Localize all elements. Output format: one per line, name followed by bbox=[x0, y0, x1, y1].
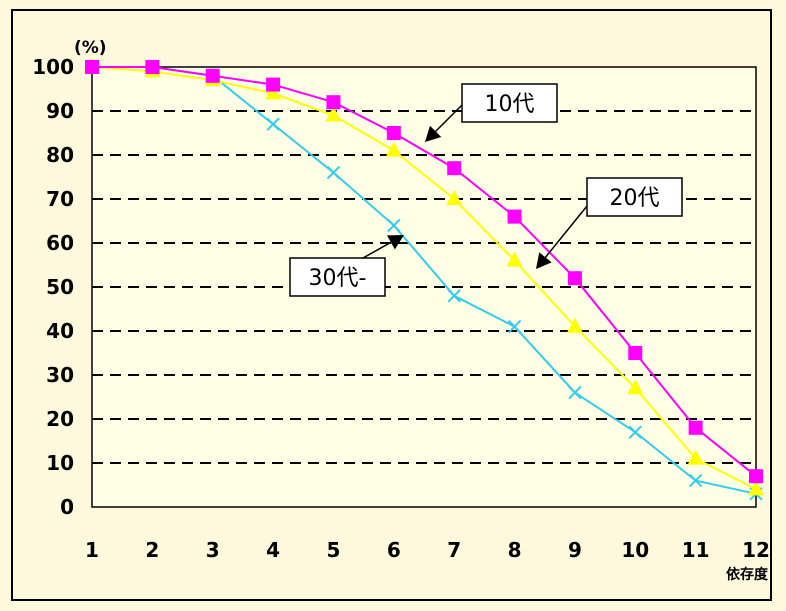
x-tick-label: 5 bbox=[326, 538, 340, 562]
x-tick-label: 2 bbox=[145, 538, 159, 562]
series-1 bbox=[85, 60, 763, 484]
chart-frame: 0 10 20 30 40 50 60 70 80 90 100 1 2 3 4 5 6 7 8 9 10 11 12 (… bbox=[11, 9, 772, 601]
callout-2: 20代 bbox=[536, 177, 683, 269]
callout-3: 30代- bbox=[289, 235, 404, 297]
y-axis-ticks: 0 10 20 30 40 50 60 70 80 90 100 bbox=[32, 55, 74, 519]
data-point-x bbox=[507, 319, 522, 334]
y-tick-label: 40 bbox=[46, 319, 74, 343]
callout-box bbox=[461, 83, 558, 123]
y-tick-label: 90 bbox=[46, 99, 74, 123]
x-tick-label: 8 bbox=[508, 538, 522, 562]
grid-lines bbox=[92, 110, 756, 464]
x-axis-label: 依存度 bbox=[726, 566, 769, 583]
data-point-triangle bbox=[325, 106, 342, 122]
data-point-square bbox=[688, 420, 703, 435]
data-point-square bbox=[145, 60, 160, 74]
y-tick-label: 0 bbox=[60, 495, 74, 519]
callout-layer: 10代 20代 30代- bbox=[289, 83, 683, 297]
data-point-square bbox=[749, 469, 763, 484]
series-line bbox=[92, 66, 757, 477]
y-tick-label: 80 bbox=[46, 143, 74, 167]
data-point-triangle bbox=[748, 480, 764, 496]
y-tick-label: 50 bbox=[46, 275, 74, 299]
data-point-x bbox=[568, 385, 582, 400]
callout-arrowhead bbox=[425, 125, 442, 142]
y-tick-label: 20 bbox=[46, 407, 74, 431]
data-point-triangle bbox=[385, 141, 402, 157]
data-point-triangle bbox=[265, 84, 282, 100]
data-point-square bbox=[266, 77, 281, 92]
x-tick-label: 9 bbox=[568, 538, 582, 562]
x-tick-label: 3 bbox=[206, 538, 220, 562]
data-point-x bbox=[387, 218, 401, 233]
series-layer bbox=[84, 58, 764, 501]
series-label: 20代 bbox=[610, 186, 660, 211]
data-point-x bbox=[628, 425, 642, 439]
y-tick-label: 100 bbox=[32, 55, 74, 79]
data-point-square bbox=[85, 60, 99, 74]
y-tick-label: 70 bbox=[46, 187, 74, 211]
y-tick-label: 30 bbox=[46, 363, 74, 387]
data-point-triangle bbox=[446, 190, 463, 205]
x-axis-ticks: 1 2 3 4 5 6 7 8 9 10 11 12 bbox=[85, 538, 770, 562]
data-point-triangle bbox=[687, 449, 704, 465]
data-point-x bbox=[447, 289, 461, 303]
y-axis-unit: (%) bbox=[74, 38, 107, 58]
callout-1: 10代 bbox=[425, 83, 558, 142]
series-label: 10代 bbox=[485, 92, 535, 117]
data-point-square bbox=[447, 161, 462, 176]
data-point-x bbox=[688, 473, 703, 488]
data-point-square bbox=[205, 68, 220, 83]
callout-arrowhead bbox=[536, 252, 552, 269]
x-tick-label: 4 bbox=[266, 538, 280, 562]
series-line bbox=[91, 66, 757, 491]
series-label: 30代- bbox=[309, 266, 367, 291]
data-point-triangle bbox=[627, 379, 644, 395]
x-tick-label: 11 bbox=[682, 538, 710, 562]
callout-box bbox=[289, 257, 386, 297]
data-point-square bbox=[386, 126, 401, 140]
data-point-x bbox=[326, 165, 341, 180]
callout-arrow-line bbox=[435, 104, 463, 132]
x-tick-label: 10 bbox=[621, 538, 649, 562]
data-point-x bbox=[266, 117, 280, 131]
callout-arrowhead bbox=[387, 235, 404, 250]
callout-box bbox=[586, 177, 683, 217]
data-point-square bbox=[567, 271, 582, 286]
x-tick-label: 6 bbox=[387, 538, 401, 562]
data-point-square bbox=[507, 209, 522, 224]
x-tick-label: 1 bbox=[85, 538, 99, 562]
callout-arrow-line bbox=[544, 205, 588, 258]
x-tick-label: 7 bbox=[447, 538, 461, 562]
data-point-triangle bbox=[506, 251, 523, 267]
data-point-square bbox=[628, 346, 643, 360]
callout-arrow-line bbox=[362, 241, 392, 259]
x-tick-label: 12 bbox=[742, 538, 770, 562]
y-tick-label: 10 bbox=[46, 451, 74, 475]
data-point-square bbox=[326, 95, 341, 110]
y-tick-label: 60 bbox=[46, 231, 74, 255]
data-point-triangle bbox=[566, 317, 583, 333]
